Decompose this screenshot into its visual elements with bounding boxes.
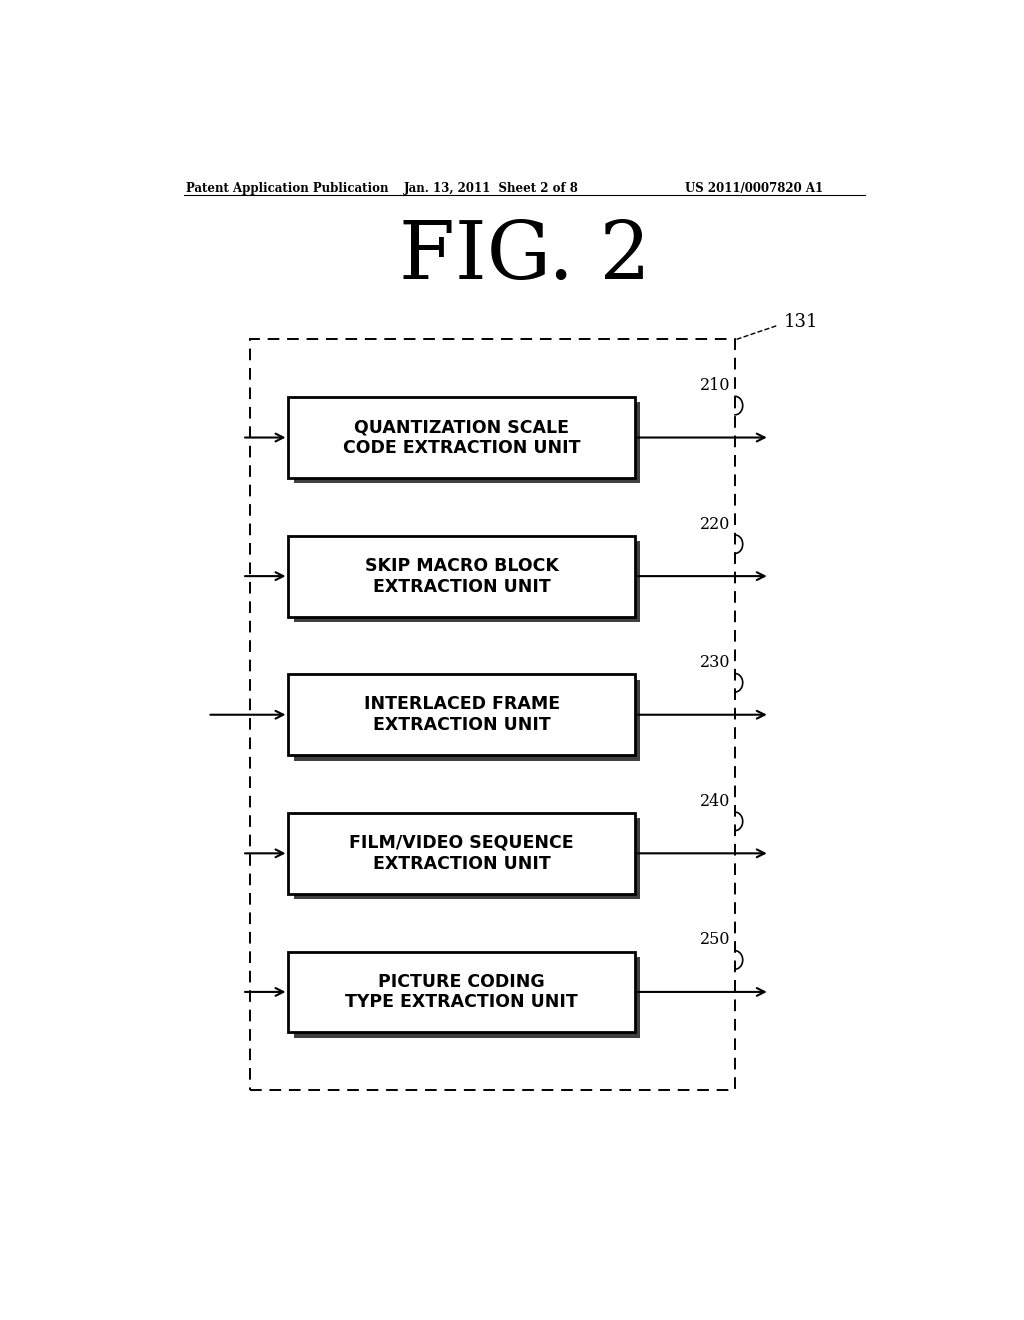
Text: 240: 240: [700, 793, 730, 810]
Text: 250: 250: [699, 932, 730, 949]
Text: FILM/VIDEO SEQUENCE
EXTRACTION UNIT: FILM/VIDEO SEQUENCE EXTRACTION UNIT: [349, 834, 574, 873]
Bar: [250, 339, 735, 1090]
Bar: [289, 397, 635, 478]
Text: 220: 220: [700, 516, 730, 533]
Text: US 2011/0007820 A1: US 2011/0007820 A1: [685, 182, 823, 194]
Bar: [294, 818, 640, 899]
Text: INTERLACED FRAME
EXTRACTION UNIT: INTERLACED FRAME EXTRACTION UNIT: [364, 696, 560, 734]
Text: 210: 210: [699, 378, 730, 395]
Text: SKIP MACRO BLOCK
EXTRACTION UNIT: SKIP MACRO BLOCK EXTRACTION UNIT: [365, 557, 559, 595]
Text: PICTURE CODING
TYPE EXTRACTION UNIT: PICTURE CODING TYPE EXTRACTION UNIT: [345, 973, 578, 1011]
Text: 131: 131: [783, 313, 818, 330]
Text: Jan. 13, 2011  Sheet 2 of 8: Jan. 13, 2011 Sheet 2 of 8: [403, 182, 579, 194]
Text: QUANTIZATION SCALE
CODE EXTRACTION UNIT: QUANTIZATION SCALE CODE EXTRACTION UNIT: [343, 418, 581, 457]
Text: Patent Application Publication: Patent Application Publication: [186, 182, 388, 194]
Bar: [294, 957, 640, 1038]
Bar: [289, 952, 635, 1032]
Bar: [289, 536, 635, 616]
Bar: [294, 541, 640, 622]
Bar: [289, 813, 635, 894]
Text: 230: 230: [699, 655, 730, 671]
Text: FIG. 2: FIG. 2: [399, 219, 650, 297]
Bar: [294, 403, 640, 483]
Bar: [289, 675, 635, 755]
Bar: [294, 680, 640, 760]
